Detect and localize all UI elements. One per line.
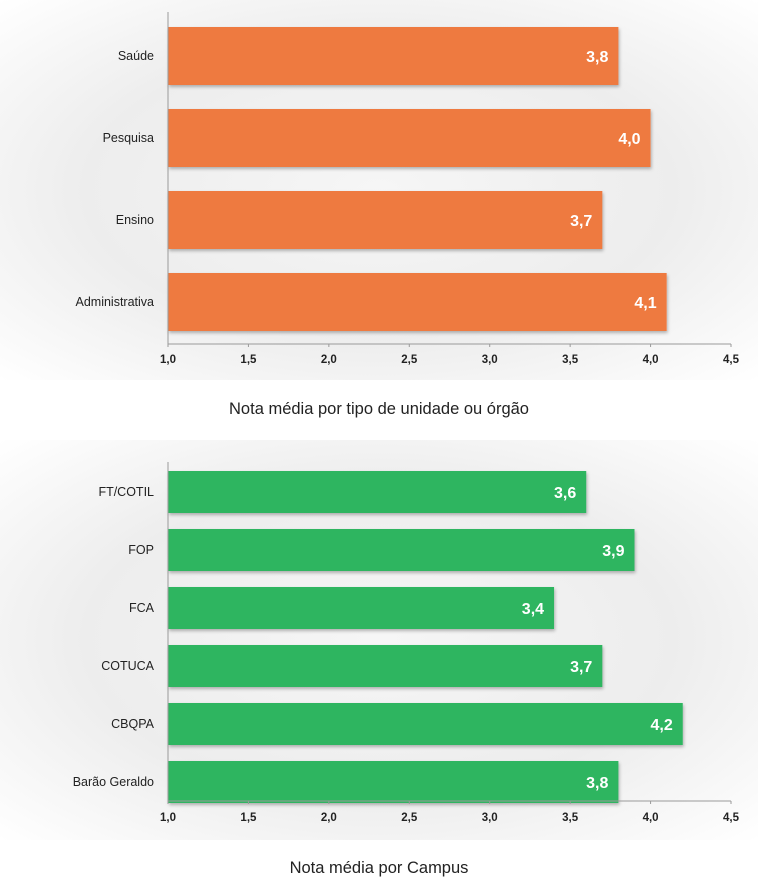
campus-x-tick-label: 2,0 (321, 812, 337, 824)
campus-value-label: 3,6 (554, 485, 576, 502)
chart-campus-title: Nota média por Campus (289, 859, 469, 877)
chart-unidade-panel: Saúde 3,8 Pesquisa 4,0 Ensino 3,7 Administrati… (0, 0, 758, 440)
campus-value-label: 3,7 (570, 659, 592, 676)
campus-x-tick-label: 1,5 (240, 812, 257, 824)
unidade-x-tick-label: 2,0 (321, 354, 337, 366)
campus-value-label: 4,2 (650, 717, 672, 734)
campus-bar (168, 703, 683, 745)
unidade-category-label: Ensino (116, 213, 154, 227)
campus-category-label: FOP (128, 543, 154, 557)
chart-campus-panel: FT/COTIL 3,6 FOP 3,9 FCA 3,4 COTUCA 3,7 CBQPA 4,2… (0, 440, 758, 882)
campus-x-tick-label: 1,0 (160, 812, 176, 824)
campus-x-tick-label: 4,5 (723, 812, 740, 824)
unidade-x-tick-label: 4,5 (723, 354, 740, 366)
unidade-bar (168, 27, 619, 85)
campus-x-tick-label: 3,5 (562, 812, 579, 824)
campus-category-label: FT/COTIL (98, 485, 154, 499)
unidade-category-label: Administrativa (76, 295, 155, 309)
campus-bar (168, 529, 635, 571)
chart-unidade-title: Nota média por tipo de unidade ou órgão (229, 400, 529, 418)
campus-value-label: 3,9 (602, 543, 624, 560)
unidade-value-label: 3,8 (586, 49, 608, 66)
campus-value-label: 3,8 (586, 775, 608, 792)
campus-x-tick-label: 2,5 (401, 812, 418, 824)
campus-x-tick-label: 3,0 (482, 812, 498, 824)
chart-unidade: Saúde 3,8 Pesquisa 4,0 Ensino 3,7 Administrati… (76, 12, 740, 366)
campus-bar (168, 471, 587, 513)
unidade-value-label: 4,0 (618, 131, 640, 148)
unidade-x-tick-label: 3,5 (562, 354, 579, 366)
unidade-bar (168, 109, 651, 167)
unidade-bar (168, 191, 603, 249)
unidade-category-label: Pesquisa (103, 131, 154, 145)
unidade-value-label: 3,7 (570, 213, 592, 230)
campus-category-label: Barão Geraldo (73, 775, 154, 789)
campus-category-label: CBQPA (111, 717, 154, 731)
unidade-x-tick-label: 1,5 (240, 354, 257, 366)
unidade-x-tick-label: 3,0 (482, 354, 498, 366)
campus-value-label: 3,4 (522, 601, 544, 618)
campus-bar (168, 645, 603, 687)
unidade-x-tick-label: 2,5 (401, 354, 418, 366)
unidade-x-tick-label: 4,0 (643, 354, 659, 366)
campus-bar (168, 761, 619, 803)
unidade-category-label: Saúde (118, 49, 154, 63)
unidade-value-label: 4,1 (634, 295, 656, 312)
campus-bar (168, 587, 555, 629)
chart-campus: FT/COTIL 3,6 FOP 3,9 FCA 3,4 COTUCA 3,7 CBQPA 4,2… (73, 462, 740, 824)
campus-x-tick-label: 4,0 (643, 812, 659, 824)
unidade-x-tick-label: 1,0 (160, 354, 176, 366)
unidade-bar (168, 273, 667, 331)
campus-category-label: COTUCA (101, 659, 154, 673)
campus-category-label: FCA (129, 601, 155, 615)
